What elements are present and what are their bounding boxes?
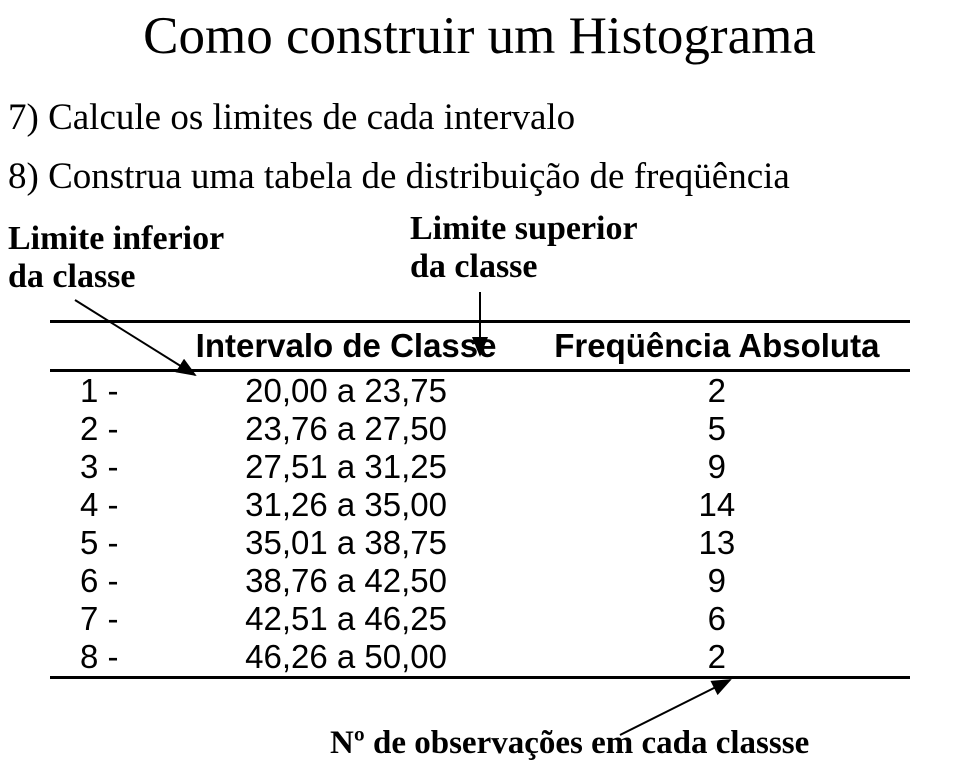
lower-limit-label: Limite inferior da classe <box>8 220 224 296</box>
cell-freq: 6 <box>524 600 910 638</box>
table-row: 7 - 42,51 a 46,25 6 <box>50 600 910 638</box>
cell-interval: 23,76 a 27,50 <box>169 410 524 448</box>
cell-interval: 20,00 a 23,75 <box>169 371 524 410</box>
cell-idx: 1 - <box>50 371 169 410</box>
slide-title: Como construir um Histograma <box>0 6 959 66</box>
upper-limit-label: Limite superior da classe <box>410 210 638 286</box>
cell-idx: 2 - <box>50 410 169 448</box>
table-row: 4 - 31,26 a 35,00 14 <box>50 486 910 524</box>
cell-idx: 3 - <box>50 448 169 486</box>
step-8-text: 8) Construa uma tabela de distribuição d… <box>8 155 790 198</box>
table-row: 5 - 35,01 a 38,75 13 <box>50 524 910 562</box>
cell-freq: 14 <box>524 486 910 524</box>
cell-freq: 9 <box>524 562 910 600</box>
table-row: 1 - 20,00 a 23,75 2 <box>50 371 910 410</box>
lower-limit-label-line1: Limite inferior <box>8 220 224 257</box>
cell-idx: 6 - <box>50 562 169 600</box>
table-header-interval: Intervalo de Classe <box>169 322 524 371</box>
cell-interval: 27,51 a 31,25 <box>169 448 524 486</box>
cell-freq: 9 <box>524 448 910 486</box>
table-header-index <box>50 322 169 371</box>
cell-idx: 5 - <box>50 524 169 562</box>
cell-interval: 46,26 a 50,00 <box>169 638 524 677</box>
cell-interval: 42,51 a 46,25 <box>169 600 524 638</box>
step-7-text: 7) Calcule os limites de cada intervalo <box>8 96 575 139</box>
cell-interval: 35,01 a 38,75 <box>169 524 524 562</box>
observations-label: Nº de observações em cada classse <box>330 725 809 762</box>
cell-freq: 5 <box>524 410 910 448</box>
table-header-frequency: Freqüência Absoluta <box>524 322 910 371</box>
cell-interval: 31,26 a 35,00 <box>169 486 524 524</box>
lower-limit-label-line2: da classe <box>8 258 136 295</box>
table-row: 3 - 27,51 a 31,25 9 <box>50 448 910 486</box>
table-row: 8 - 46,26 a 50,00 2 <box>50 638 910 677</box>
frequency-table: Intervalo de Classe Freqüência Absoluta … <box>50 320 910 679</box>
upper-limit-label-line1: Limite superior <box>410 210 638 247</box>
cell-freq: 13 <box>524 524 910 562</box>
table-row: 6 - 38,76 a 42,50 9 <box>50 562 910 600</box>
slide-page: Como construir um Histograma 7) Calcule … <box>0 0 959 779</box>
cell-freq: 2 <box>524 638 910 677</box>
cell-idx: 8 - <box>50 638 169 677</box>
cell-freq: 2 <box>524 371 910 410</box>
table-row: 2 - 23,76 a 27,50 5 <box>50 410 910 448</box>
cell-interval: 38,76 a 42,50 <box>169 562 524 600</box>
cell-idx: 7 - <box>50 600 169 638</box>
cell-idx: 4 - <box>50 486 169 524</box>
upper-limit-label-line2: da classe <box>410 248 538 285</box>
